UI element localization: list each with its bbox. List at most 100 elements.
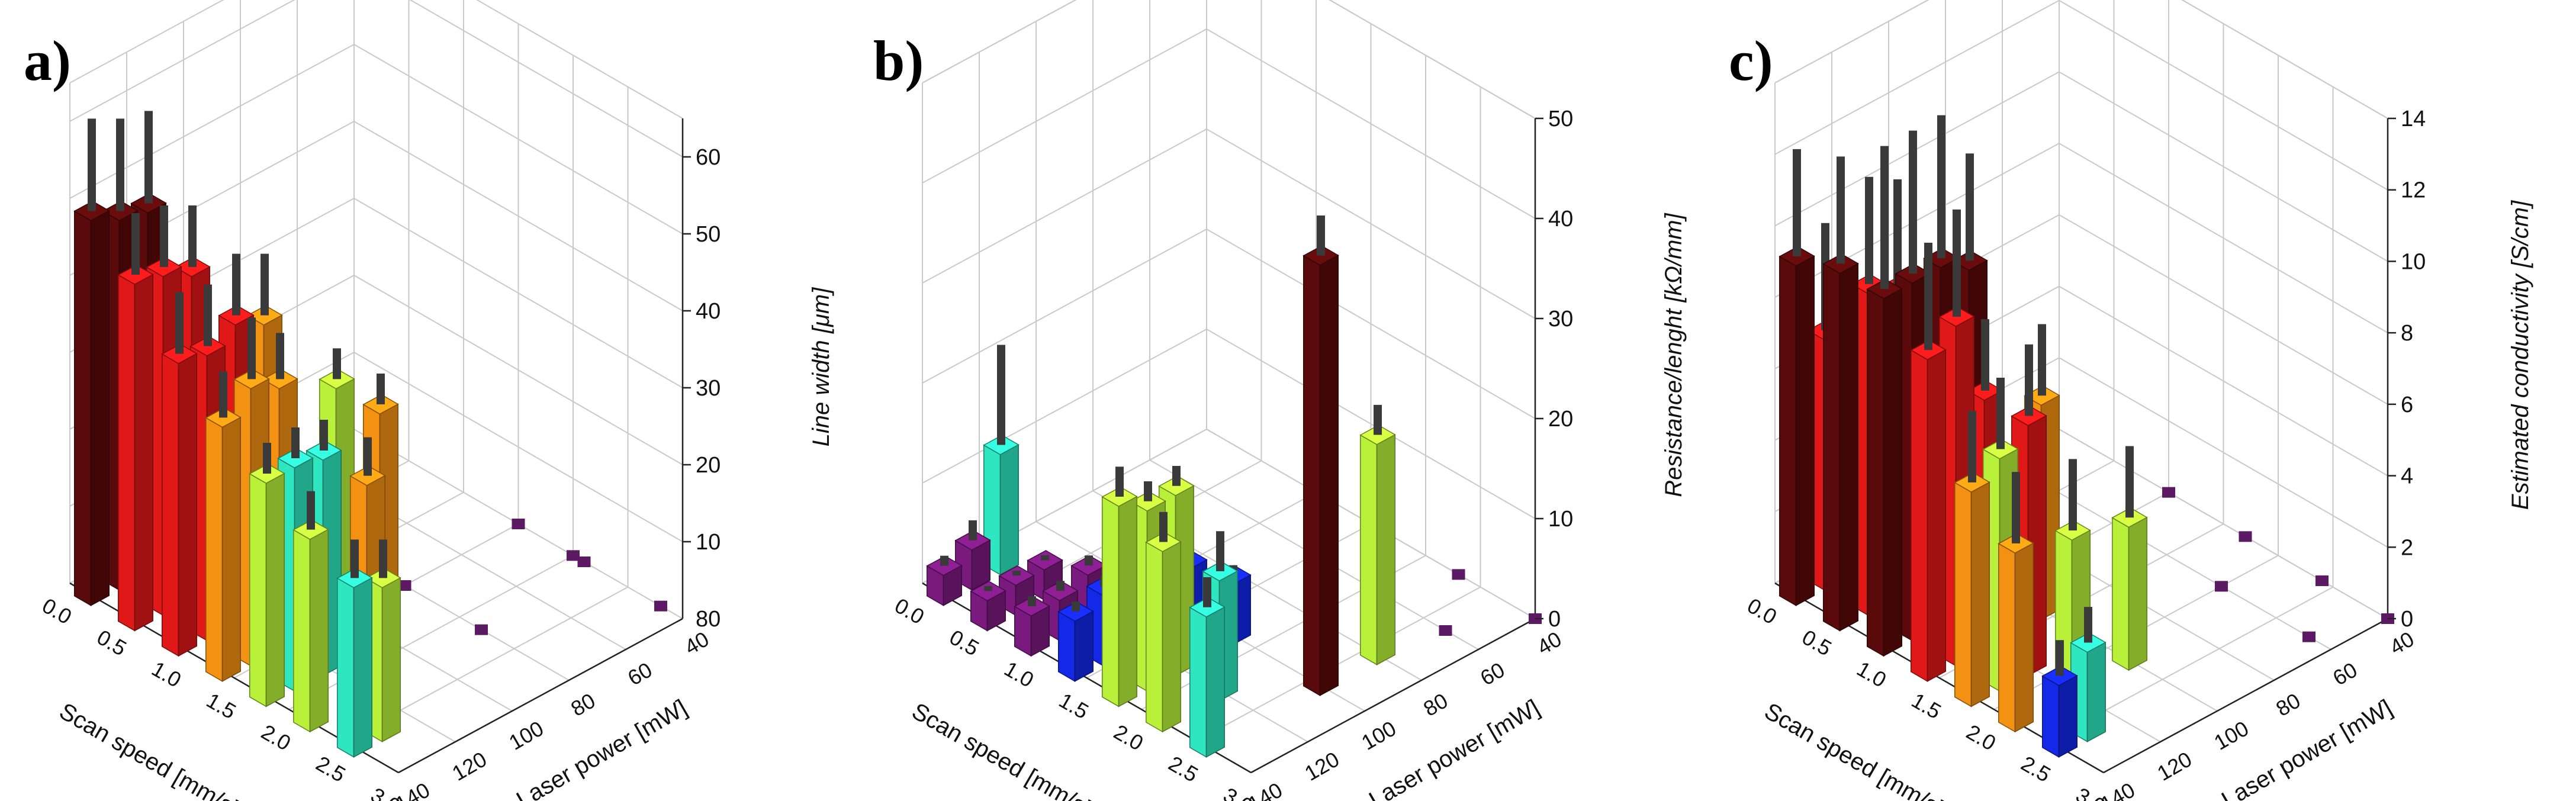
z-tick-label: 12: [2401, 178, 2426, 203]
bar: [1189, 577, 1226, 758]
x-tick-label: 0.0: [38, 593, 76, 629]
y-tick-label: 100: [2210, 716, 2253, 755]
floor-marker: [2215, 581, 2228, 592]
bar: [292, 491, 329, 733]
y-tick-label: 120: [2153, 747, 2196, 786]
y-tick-label: 140: [391, 777, 434, 801]
x-tick-label: 1.5: [1908, 688, 1945, 724]
bar: [161, 292, 198, 657]
bar: [2111, 446, 2148, 671]
bar: [205, 371, 242, 682]
bars: [73, 111, 401, 758]
z-tick-label: 40: [696, 299, 721, 324]
bar: [1057, 601, 1094, 682]
z-tick-label: 10: [696, 530, 721, 555]
bars: [1779, 115, 2148, 758]
bar: [1014, 596, 1050, 657]
bar: [1101, 467, 1138, 707]
panel-label: b): [873, 29, 924, 92]
x-tick-label: 2.0: [1109, 719, 1147, 755]
y-axis: [1250, 617, 1536, 774]
y-axis: [398, 617, 683, 774]
panel-c: 0.00.51.01.52.02.53.04060801001201400246…: [1729, 0, 2533, 801]
bar: [1303, 215, 1339, 696]
bar: [249, 443, 285, 707]
z-tick-label: 30: [696, 376, 721, 401]
bar: [926, 555, 963, 606]
z-axis-label: Line width [μm]: [808, 287, 834, 447]
z-axis-label: Estimated conductivity [S/cm]: [2507, 200, 2533, 510]
y-tick-label: 60: [1476, 657, 1509, 690]
panel-a: 0.00.51.01.52.02.53.04060801001201401020…: [24, 0, 834, 801]
z-tick-label: 0: [2401, 607, 2413, 632]
x-tick-label: 2.0: [257, 719, 295, 755]
panel-b: 0.00.51.01.52.02.53.04060801001201400102…: [873, 0, 1687, 801]
z-tick-label: 4: [2401, 464, 2413, 489]
bar: [336, 539, 373, 758]
floor-marker: [2315, 575, 2329, 586]
bar: [1822, 156, 1859, 632]
x-tick-label: 1.5: [202, 688, 240, 724]
y-axis: [2103, 617, 2388, 774]
z-tick-label: 80: [696, 607, 721, 632]
x-tick-label: 0.0: [890, 593, 928, 629]
x-tick-label: 0.5: [93, 625, 131, 661]
x-tick-label: 1.5: [1055, 688, 1093, 724]
z-tick-label: 6: [2401, 393, 2413, 417]
x-tick-label: 1.0: [147, 657, 185, 693]
floor-marker: [512, 519, 525, 529]
y-tick-label: 140: [1243, 777, 1287, 801]
x-tick-label: 2.5: [2017, 751, 2055, 787]
x-tick-label: 1.0: [1853, 657, 1890, 693]
x-tick-label: 2.5: [312, 751, 350, 787]
floor-marker: [654, 600, 667, 612]
z-tick-label: 30: [1548, 307, 1573, 332]
y-tick-label: 100: [1357, 716, 1400, 755]
z-tick-label: 60: [696, 145, 721, 170]
z-tick-label: 50: [1548, 107, 1573, 131]
floor-marker: [475, 624, 488, 635]
y-axis-label: Laser power [mW]: [2217, 695, 2397, 801]
z-tick-label: 50: [696, 222, 721, 247]
bars: [926, 215, 1396, 758]
panel-label: a): [24, 29, 71, 92]
z-tick-label: 14: [2401, 107, 2426, 131]
z-tick-label: 20: [1548, 407, 1573, 432]
bar: [970, 581, 1006, 632]
y-tick-label: 120: [448, 747, 491, 786]
z-tick-label: 8: [2401, 321, 2413, 346]
y-tick-label: 80: [2272, 688, 2304, 721]
x-tick-label: 1.0: [1000, 657, 1038, 693]
z-tick-label: 40: [1548, 207, 1573, 231]
z-tick-label: 10: [1548, 507, 1573, 532]
floor-marker: [398, 580, 411, 591]
floor-marker: [1439, 625, 1452, 636]
y-tick-label: 60: [2329, 657, 2361, 690]
bar: [1998, 472, 2034, 733]
bar: [117, 213, 154, 632]
y-tick-label: 140: [2096, 777, 2139, 801]
bar: [983, 345, 1020, 575]
x-tick-label: 2.5: [1165, 751, 1202, 787]
y-tick-label: 120: [1300, 747, 1343, 786]
bar: [1779, 149, 1815, 606]
y-tick-label: 60: [623, 657, 656, 690]
bar: [1866, 146, 1903, 657]
y-tick-label: 80: [1419, 688, 1452, 721]
floor-marker: [567, 550, 580, 561]
x-tick-label: 0.5: [1798, 625, 1836, 661]
z-tick-label: 0: [1548, 607, 1561, 632]
z-axis-label: Resistance/lenght [kΩ/mm]: [1661, 213, 1687, 497]
floor-markers: [398, 519, 667, 635]
y-axis-label: Laser power [mW]: [512, 695, 692, 801]
x-tick-label: 0.5: [946, 625, 983, 661]
bar: [2041, 640, 2078, 758]
floor-marker: [2302, 631, 2315, 642]
bar: [1910, 243, 1947, 682]
bar: [1954, 411, 1990, 707]
bar: [73, 118, 110, 606]
x-tick-label: 0.0: [1743, 593, 1781, 629]
panel-label: c): [1729, 29, 1773, 92]
z-tick-label: 10: [2401, 249, 2426, 274]
y-tick-label: 100: [504, 716, 548, 755]
